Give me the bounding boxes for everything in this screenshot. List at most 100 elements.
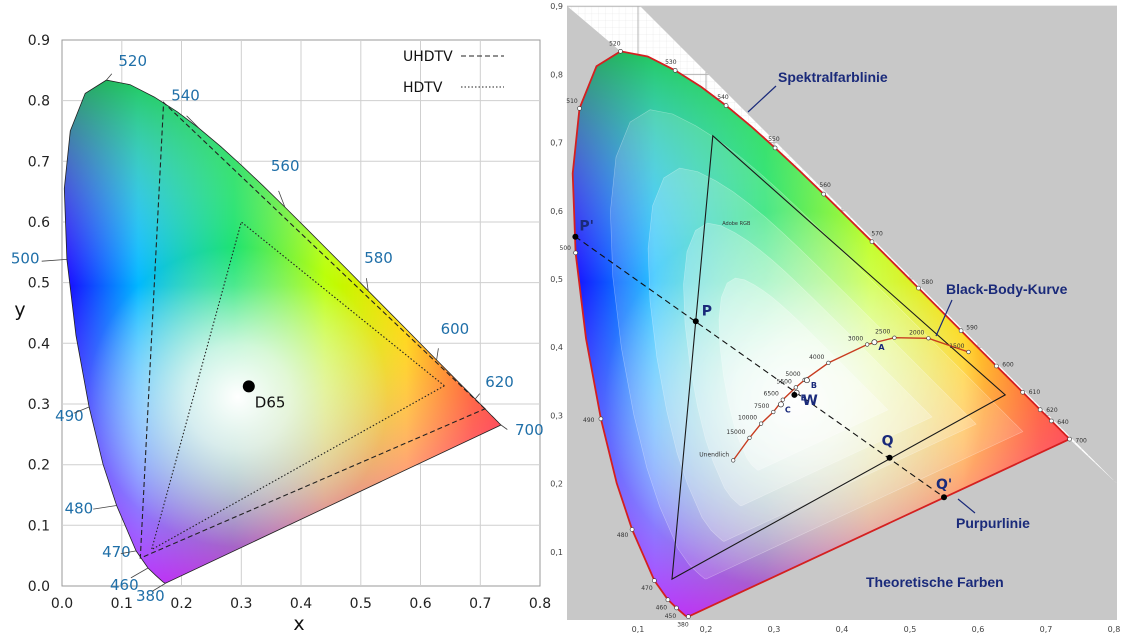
right-color-band	[683, 222, 933, 507]
right-x-tick-label: 0,8	[1108, 625, 1121, 634]
right-wavelength-label: 640	[1057, 419, 1069, 426]
left-wavelength-label: 500	[11, 249, 40, 267]
right-wavelength-dot	[994, 363, 999, 369]
left-wavelength-tick	[120, 550, 137, 554]
blackbody-temperature-label: 10000	[738, 415, 757, 422]
blackbody-temperature-label: 4000	[809, 354, 824, 361]
hdtv-gamut-triangle	[150, 221, 446, 551]
left-y-tick-label: 0.5	[28, 276, 50, 292]
left-y-axis-label: y	[14, 299, 25, 321]
blackbody-temperature-label: 7500	[754, 403, 769, 410]
right-wavelength-dot	[723, 103, 729, 108]
right-point-dot	[791, 391, 798, 398]
blackbody-temperature-dot	[780, 397, 785, 402]
right-x-tick-label: 0,4	[836, 625, 849, 634]
p-prime-to-q-prime-dashed-line	[575, 236, 945, 498]
left-wavelength-tick	[278, 190, 286, 208]
right-point-dot	[572, 233, 579, 240]
left-x-tick-label: 0.0	[51, 596, 73, 612]
right-wavelength-label: 700	[1075, 438, 1087, 445]
spectral-annotation-leader	[747, 85, 777, 113]
left-x-tick-label: 0.2	[170, 596, 192, 612]
left-wavelength-tick	[93, 505, 117, 510]
illuminant-dot	[803, 377, 810, 384]
right-wavelength-label: 480	[617, 532, 629, 539]
left-wavelength-label: 470	[102, 543, 131, 561]
blackbody-temperature-label: 2000	[909, 329, 924, 336]
right-wavelength-label: 620	[1046, 407, 1058, 414]
left-x-tick-label: 0.7	[469, 596, 491, 612]
left-wavelength-tick	[152, 582, 167, 592]
right-y-tick-label: 0,5	[550, 275, 563, 284]
left-wavelength-tick	[186, 115, 200, 129]
left-wavelength-tick	[41, 259, 67, 262]
blackbody-temperature-label: Unendlich	[699, 451, 729, 458]
right-x-tick-label: 0,5	[904, 625, 917, 634]
illuminant-label: A	[878, 343, 885, 352]
right-point-dot	[886, 454, 893, 461]
left-y-tick-label: 0.7	[28, 154, 50, 170]
right-wavelength-dot	[916, 285, 921, 291]
right-wavelength-label: 550	[768, 136, 780, 143]
right-y-tick-label: 0,8	[550, 70, 563, 79]
left-x-axis-label: x	[293, 613, 304, 635]
blackbody-temperature-dot	[926, 336, 931, 341]
right-point-label: W	[802, 393, 817, 409]
right-theoretical-region-left	[567, 6, 689, 620]
blackbody-temperature-dot	[826, 360, 831, 366]
left-x-tick-label: 0.5	[350, 596, 372, 612]
blackbody-temperature-dot	[793, 385, 798, 390]
right-wavelength-dot	[672, 68, 678, 73]
right-wavelength-label: 500	[560, 245, 572, 252]
illuminant-label: B	[811, 381, 817, 390]
left-y-tick-label: 0.9	[28, 33, 50, 49]
d65-whitepoint-marker	[242, 380, 255, 393]
left-wavelength-tick	[130, 567, 149, 579]
right-point-markers: P' P W Q Q'	[572, 219, 952, 501]
illuminant-label: C	[785, 405, 791, 414]
right-wavelength-label: 570	[871, 231, 883, 238]
blackbody-temperature-label: 6500	[764, 391, 779, 398]
left-wavelength-tick	[436, 348, 439, 361]
blackbody-annotation: Black-Body-Kurve	[946, 281, 1068, 297]
left-y-tick-label: 0.6	[28, 215, 50, 231]
uhdtv-gamut-triangle	[139, 101, 486, 559]
theoretical-colors-annotation: Theoretische Farben	[866, 574, 1004, 590]
right-wavelength-dot	[598, 416, 604, 422]
left-wavelength-tick	[73, 406, 90, 414]
blackbody-curve	[732, 336, 969, 461]
blackbody-temperature-dot	[731, 458, 736, 463]
right-point-label: Q'	[936, 477, 952, 493]
left-y-tick-label: 0.8	[28, 94, 50, 110]
right-wavelength-label: 510	[566, 98, 578, 105]
right-wavelength-dot	[1037, 407, 1043, 413]
left-wavelength-tick	[106, 73, 113, 81]
left-y-tick-label: 0.4	[28, 336, 50, 352]
left-wavelength-label: 480	[65, 500, 94, 518]
right-wavelength-dot	[869, 239, 875, 244]
left-spectral-locus	[63, 79, 502, 584]
right-x-tick-label: 0,6	[972, 625, 985, 634]
blackbody-temperature-dot	[771, 409, 776, 415]
left-x-tick-label: 0.6	[409, 596, 431, 612]
blackbody-temperature-label: 1500	[949, 343, 964, 350]
right-wavelength-dot	[958, 328, 964, 334]
right-axis-ticks: 0,1 0,2 0,3 0,4 0,5 0,6 0,7 0,8 0,1 0,2 0,3 0,4 0,5 0…	[550, 2, 1120, 634]
blackbody-temperature-dot	[747, 435, 752, 441]
blackbody-temperature-label: 2500	[875, 329, 890, 336]
left-y-tick-label: 0.1	[28, 518, 50, 534]
right-point-dot	[692, 318, 699, 325]
right-wavelength-label: 590	[966, 325, 978, 332]
right-wavelength-dot	[652, 578, 657, 583]
right-color-bands	[610, 109, 1024, 580]
left-wavelength-tick	[366, 278, 369, 291]
left-y-tick-label: 0.2	[28, 458, 50, 474]
right-wavelength-label: 560	[819, 182, 831, 189]
illuminant-label: E	[801, 394, 806, 403]
adobe-rgb-label: Adobe RGB	[722, 221, 751, 227]
left-x-tick-label: 0.3	[230, 596, 252, 612]
left-chromaticity-diagram: 380460470480490500520540560580600620700 …	[11, 33, 551, 635]
